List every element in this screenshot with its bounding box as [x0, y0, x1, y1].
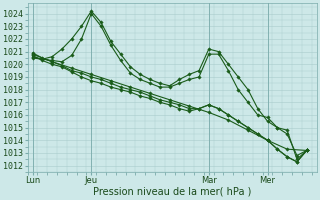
- X-axis label: Pression niveau de la mer( hPa ): Pression niveau de la mer( hPa ): [93, 187, 251, 197]
